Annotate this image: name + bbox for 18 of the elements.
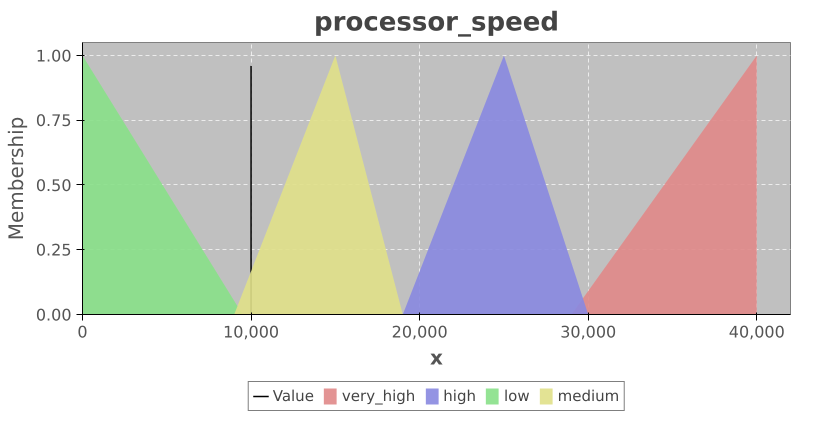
y-axis-title: Membership: [4, 116, 28, 240]
legend-label: medium: [558, 387, 620, 405]
x-tick-label: 0: [77, 322, 88, 342]
x-tick-label: 10,000: [223, 322, 280, 342]
y-tick-label: 0.75: [36, 111, 72, 130]
y-tick-label: 0.50: [36, 176, 72, 195]
x-tick-label: 30,000: [560, 322, 616, 342]
chart-title: processor_speed: [314, 8, 559, 38]
x-tick-label: 40,000: [728, 322, 785, 342]
legend-label: very_high: [342, 387, 416, 405]
legend-label: low: [504, 387, 530, 405]
y-tick-label: 0.00: [36, 306, 72, 324]
y-tick-label: 1.00: [36, 46, 72, 66]
x-axis-title: x: [430, 346, 444, 370]
legend-label: high: [443, 387, 476, 405]
x-tick-label: 20,000: [392, 322, 448, 342]
y-tick-label: 0.25: [36, 240, 72, 260]
legend-label: Value: [272, 387, 314, 405]
